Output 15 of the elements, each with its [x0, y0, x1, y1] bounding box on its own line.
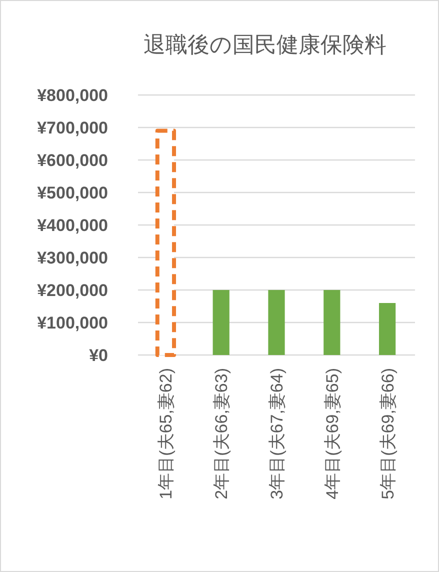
- x-tick-label: 4年目(夫69,妻65): [322, 368, 342, 500]
- y-tick-label: ¥600,000: [37, 151, 108, 170]
- y-tick-label: ¥800,000: [37, 86, 108, 105]
- y-tick-label: ¥700,000: [37, 118, 108, 138]
- chart-title: 退職後の国民健康保険料: [144, 32, 386, 57]
- x-tick-label: 5年目(夫69,妻66): [378, 368, 398, 500]
- y-tick-label: ¥0: [89, 346, 108, 365]
- x-tick-label: 2年目(夫66,妻63): [212, 368, 232, 500]
- x-tick-label: 3年目(夫67,妻64): [268, 368, 286, 500]
- y-tick-label: ¥100,000: [37, 314, 108, 332]
- y-tick-label: ¥300,000: [37, 248, 108, 268]
- x-tick-label: 1年目(夫65,妻62): [156, 368, 176, 500]
- y-tick-label: ¥400,000: [37, 216, 108, 235]
- y-tick-label: ¥500,000: [37, 184, 108, 202]
- y-tick-label: ¥200,000: [37, 281, 108, 300]
